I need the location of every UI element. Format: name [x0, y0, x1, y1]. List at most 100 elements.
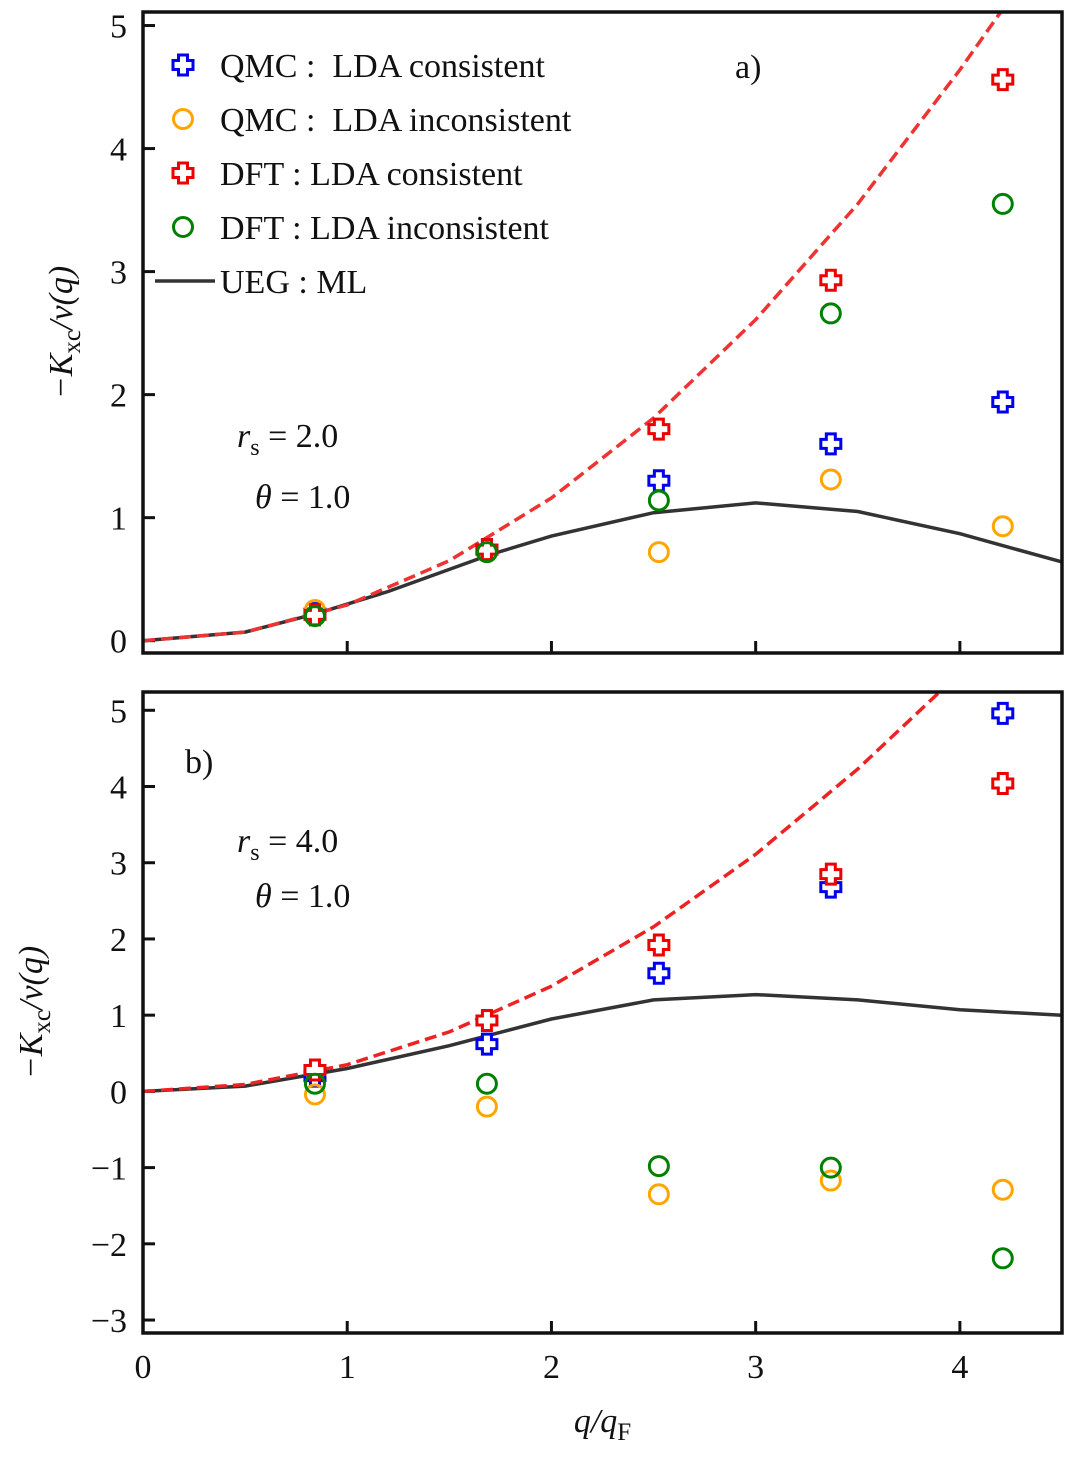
- y-tick-label: 1: [110, 998, 127, 1035]
- y-axis-label-base: −K: [13, 1031, 50, 1079]
- y-axis-label-base: −K: [43, 351, 80, 399]
- y-tick-label: −1: [91, 1151, 127, 1188]
- x-axis-label-sub: F: [617, 1419, 631, 1446]
- x-tick-label: 2: [543, 1349, 560, 1386]
- point: [819, 862, 843, 886]
- legend-label: DFT : LDA inconsistent: [220, 210, 550, 247]
- y-tick-label: 0: [110, 1074, 127, 1111]
- x-tick-label: 1: [339, 1349, 356, 1386]
- annotation-sub: s: [250, 435, 259, 461]
- y-tick-label: −3: [91, 1303, 127, 1340]
- y-tick-label: −2: [91, 1227, 127, 1264]
- y-tick-label: 4: [110, 770, 127, 807]
- point: [647, 961, 671, 985]
- annotation: θ = 1.0: [255, 479, 350, 516]
- point: [475, 1072, 498, 1095]
- y-tick-label: 5: [110, 693, 127, 730]
- legend-label: DFT : LDA consistent: [220, 156, 523, 193]
- plot-area: [143, 692, 1062, 1094]
- point: [647, 489, 670, 512]
- y-tick-label: 2: [110, 378, 127, 415]
- point: [991, 1247, 1014, 1270]
- x-tick-label: 3: [747, 1349, 764, 1386]
- point: [991, 1178, 1014, 1201]
- point: [475, 541, 498, 564]
- point: [991, 192, 1014, 215]
- annotation-rest: = 4.0: [260, 823, 339, 860]
- point: [819, 1169, 842, 1192]
- y-axis-label-rest: /v(q): [13, 946, 50, 1012]
- line: [143, 692, 941, 1094]
- y-tick-label: 4: [110, 132, 127, 169]
- x-tick-label: 4: [951, 1349, 968, 1386]
- y-tick-label: 0: [110, 624, 127, 661]
- legend-label: QMC : LDA consistent: [220, 48, 545, 85]
- legend-label: UEG : ML: [220, 264, 367, 301]
- point: [991, 771, 1015, 795]
- annotation-sub: s: [250, 840, 259, 866]
- annotation: rs = 2.0: [237, 418, 338, 461]
- y-tick-label: 5: [110, 9, 127, 46]
- panel: 0 1 2 3 4 5 a) rs = 2.0 θ = 1.0 −Kxc/v(q) QMC : LD…: [43, 9, 1064, 661]
- point: [475, 1032, 499, 1056]
- y-tick-label: 2: [110, 922, 127, 959]
- legend-marker: [171, 53, 195, 77]
- annotation-base: θ: [255, 479, 272, 516]
- point: [647, 469, 671, 493]
- y-axis-label-sub: xc: [59, 330, 86, 354]
- legend-marker: [172, 216, 194, 238]
- point: [819, 302, 842, 325]
- point: [647, 417, 671, 441]
- point: [303, 1072, 326, 1095]
- x-axis-label: q/qF: [574, 1403, 631, 1446]
- frame: [141, 690, 1064, 1335]
- point: [819, 468, 842, 491]
- annotation-base: θ: [255, 878, 272, 915]
- panel-label: b): [185, 744, 213, 781]
- line: [143, 12, 1003, 643]
- y-tick-label: 3: [110, 255, 127, 292]
- panel: −3 −2 −1 0 1 2 3 4 5 0 1 2 3 4 b) rs = 4.0 θ = 1.0 −Kxc/v…: [13, 690, 1064, 1446]
- point: [819, 432, 843, 456]
- annotation-base: r: [237, 418, 251, 455]
- line: [143, 992, 1062, 1094]
- point: [991, 68, 1015, 92]
- annotation-rest: = 1.0: [272, 878, 351, 915]
- x-axis-label-base: q/q: [574, 1403, 617, 1440]
- panel-label: a): [735, 49, 761, 86]
- annotation: rs = 4.0: [237, 823, 338, 866]
- point: [647, 1155, 670, 1178]
- point: [475, 1009, 499, 1032]
- point: [819, 1156, 842, 1179]
- annotation: θ = 1.0: [255, 878, 350, 915]
- y-axis-label: −Kxc/v(q): [43, 266, 86, 399]
- legend-marker: [172, 108, 194, 130]
- point: [647, 1183, 670, 1206]
- x-tick-label: 0: [135, 1349, 152, 1386]
- y-axis-label-sub: xc: [29, 1010, 56, 1034]
- point: [819, 268, 843, 292]
- annotation-base: r: [237, 823, 251, 860]
- legend-marker: [171, 161, 195, 185]
- y-tick-label: 1: [110, 501, 127, 538]
- y-tick-label: 3: [110, 846, 127, 883]
- frame: [141, 10, 1064, 655]
- point: [475, 1095, 498, 1118]
- point: [647, 541, 670, 564]
- legend-label: QMC : LDA inconsistent: [220, 102, 572, 139]
- line: [143, 501, 1062, 643]
- legend: QMC : LDA consistent QMC : LDA inconsiste…: [155, 48, 572, 301]
- point: [303, 1058, 327, 1082]
- point: [991, 701, 1015, 725]
- plot-area: [143, 12, 1062, 643]
- point: [303, 1083, 326, 1106]
- point: [647, 933, 671, 957]
- annotation-rest: = 2.0: [260, 418, 339, 455]
- y-axis-label-rest: /v(q): [43, 266, 80, 332]
- point: [991, 515, 1014, 538]
- y-axis-label: −Kxc/v(q): [13, 946, 56, 1079]
- point: [303, 605, 326, 628]
- annotation-rest: = 1.0: [272, 479, 351, 516]
- point: [991, 390, 1015, 414]
